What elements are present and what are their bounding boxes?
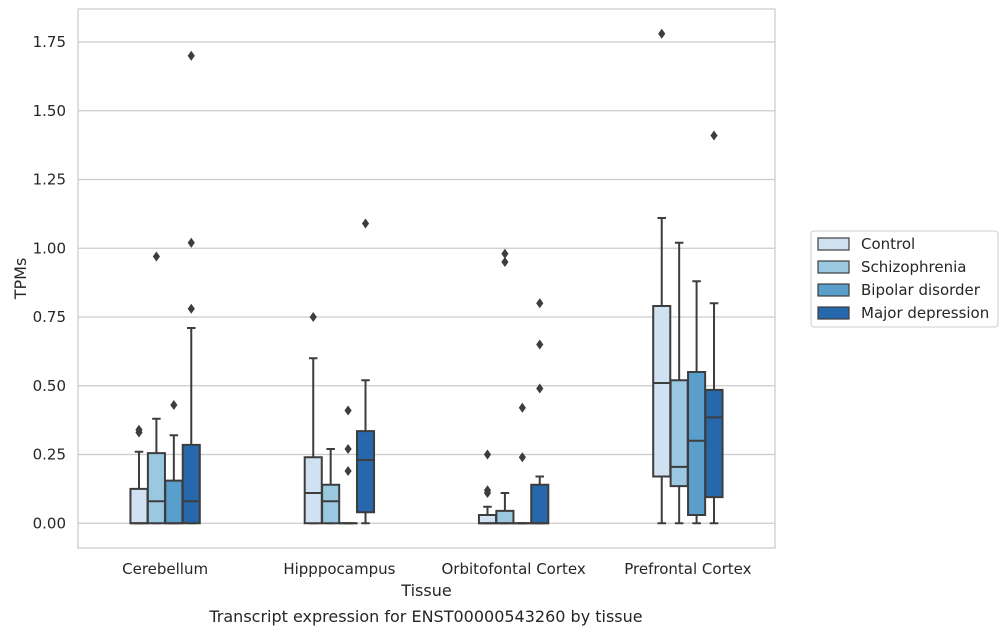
legend-label: Schizophrenia	[861, 258, 966, 276]
outlier-point	[501, 248, 509, 259]
outlier-point	[536, 339, 544, 350]
box-layer	[129, 28, 724, 525]
iqr-box	[129, 487, 149, 525]
outlier-point	[344, 405, 352, 416]
plot-frame	[77, 8, 776, 549]
figure-caption: Transcript expression for ENST0000054326…	[208, 607, 642, 626]
box-major-depression	[530, 298, 550, 525]
y-tick-label: 0.00	[33, 514, 66, 532]
y-tick-label: 1.25	[33, 171, 66, 189]
outlier-point	[344, 466, 352, 476]
iqr-box	[704, 388, 724, 499]
outlier-point	[344, 444, 352, 454]
box-control	[129, 424, 149, 525]
box-bipolar-disorder	[164, 400, 184, 525]
iqr-box	[669, 379, 689, 488]
iqr-box	[355, 430, 376, 514]
outlier-point	[536, 383, 544, 394]
x-tick-label: Hipppocampus	[283, 560, 395, 578]
outlier-point	[518, 452, 526, 463]
y-tick-label: 0.75	[33, 308, 66, 326]
iqr-box	[321, 483, 341, 525]
iqr-box	[652, 305, 672, 478]
box-major-depression	[181, 50, 201, 525]
x-tick-labels: Cerebellum Hipppocampus Orbitofontal Corte…	[122, 560, 751, 578]
iqr-box	[687, 371, 707, 516]
x-axis-label: Tissue	[400, 581, 451, 600]
outlier-point	[187, 50, 195, 61]
outlier-point	[152, 251, 161, 262]
y-tick-label: 0.50	[33, 377, 66, 395]
legend-swatch	[817, 237, 850, 251]
x-tick-label: Cerebellum	[122, 560, 208, 578]
box-major-depression	[704, 130, 724, 525]
box-schizophrenia	[669, 241, 689, 525]
outlier-point	[170, 400, 178, 410]
legend-label: Bipolar disorder	[861, 281, 981, 299]
legend-label: Control	[861, 235, 915, 253]
box-bipolar-disorder	[512, 402, 532, 525]
box-control	[652, 28, 672, 525]
outlier-point	[135, 424, 143, 435]
legend-swatch	[817, 283, 850, 297]
iqr-box	[530, 483, 550, 525]
x-tick-label: Prefrontal Cortex	[624, 560, 751, 578]
box-schizophrenia	[146, 251, 166, 525]
y-tick-labels: 0.00 0.25 0.50 0.75 1.00 1.25 1.50 1.75	[33, 33, 66, 532]
y-tick-label: 1.50	[33, 102, 66, 120]
iqr-box	[495, 509, 515, 525]
y-tick-label: 0.25	[33, 446, 66, 464]
outlier-point	[309, 312, 317, 322]
outlier-point	[658, 28, 666, 39]
x-tick-label: Orbitofontal Cortex	[442, 560, 586, 578]
iqr-box	[303, 456, 323, 525]
box-major-depression	[355, 218, 376, 525]
box-control	[303, 312, 323, 525]
outlier-point	[518, 402, 526, 413]
box-control	[477, 449, 498, 525]
outlier-point	[501, 257, 509, 267]
y-tick-label: 1.75	[33, 33, 66, 51]
outlier-point	[361, 218, 370, 229]
legend-label: Major depression	[861, 304, 989, 322]
iqr-box	[477, 514, 498, 525]
box-bipolar-disorder	[687, 280, 707, 525]
outlier-point	[187, 237, 195, 248]
box-bipolar-disorder	[338, 405, 358, 525]
iqr-box	[164, 479, 184, 525]
legend-frame	[810, 230, 999, 328]
legend-swatch	[817, 260, 850, 274]
y-tick-label: 1.00	[33, 239, 66, 257]
legend: Control Schizophrenia Bipolar disorder Majo…	[810, 230, 999, 328]
outlier-point	[187, 303, 195, 314]
outlier-point	[710, 130, 718, 141]
outlier-point	[483, 449, 492, 460]
box-schizophrenia	[321, 448, 341, 525]
outlier-point	[536, 298, 544, 309]
iqr-box	[181, 443, 201, 525]
y-axis-label: TPMs	[11, 258, 30, 301]
legend-swatch	[817, 306, 850, 320]
iqr-box	[146, 452, 166, 525]
outlier-point	[483, 485, 492, 496]
box-schizophrenia	[495, 248, 515, 525]
